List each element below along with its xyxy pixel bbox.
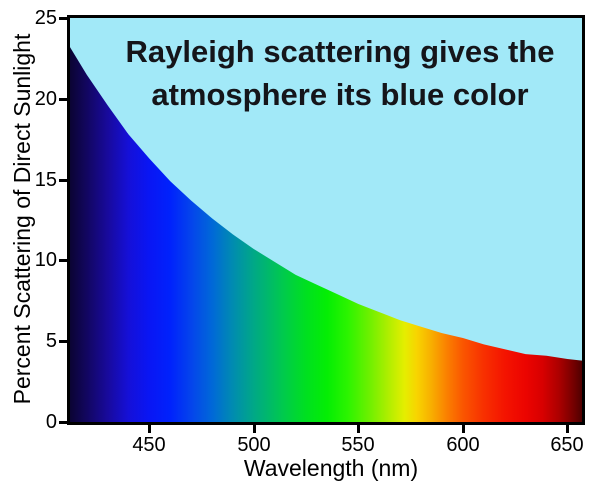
spectrum-area-chart [70,18,582,422]
x-axis-title: Wavelength (nm) [243,455,419,481]
x-tick-mark [253,425,256,433]
x-tick-mark [148,425,151,433]
y-tick-label: 10 [34,249,57,271]
chart-title-line2: atmosphere its blue color [151,77,529,112]
y-tick-label: 20 [34,88,57,110]
rayleigh-curve-area [70,47,582,422]
y-tick-mark [59,340,68,343]
y-tick-label: 5 [45,330,57,352]
x-tick-label: 450 [132,434,166,456]
x-tick-label: 600 [446,434,480,456]
y-tick-label: 0 [45,411,57,433]
x-tick-label: 500 [237,434,271,456]
y-axis-title: Percent Scattering of Direct Sunlight [9,33,35,405]
x-tick-mark [357,425,360,433]
y-tick-mark [59,421,68,424]
y-tick-label: 25 [34,7,57,29]
y-tick-mark [59,179,68,182]
x-tick-mark [462,425,465,433]
y-tick-label: 15 [34,169,57,191]
chart-title-line1: Rayleigh scattering gives the [125,34,555,69]
y-tick-mark [59,98,68,101]
y-tick-mark [59,259,68,262]
chart-title: Rayleigh scattering gives the atmosphere… [84,30,596,116]
x-tick-label: 650 [550,434,584,456]
y-tick-mark [59,17,68,20]
plot-area [67,15,585,425]
x-tick-mark [566,425,569,433]
x-tick-label: 550 [341,434,375,456]
